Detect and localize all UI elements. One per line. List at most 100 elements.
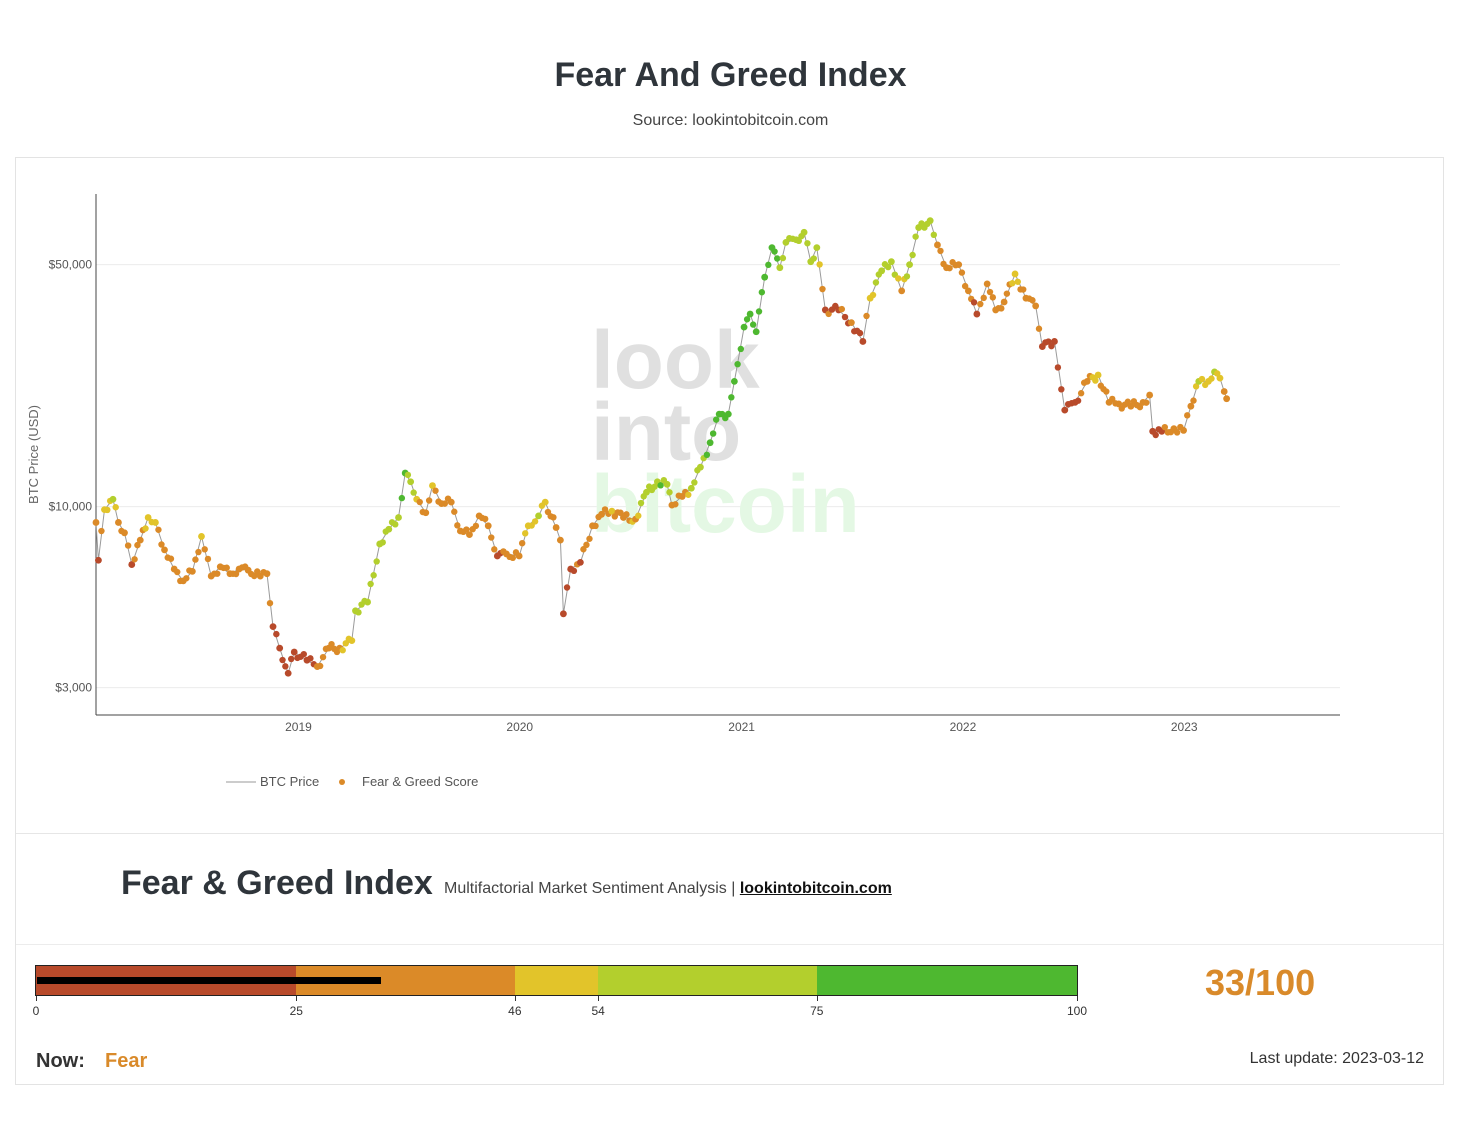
- score-point: [541, 498, 549, 506]
- gauge-band: [816, 966, 1077, 995]
- score-point: [355, 609, 362, 616]
- score-point: [410, 489, 417, 496]
- score-point: [131, 556, 138, 563]
- gauge-tick: [816, 996, 818, 1001]
- score-point: [623, 511, 630, 518]
- score-point: [989, 294, 997, 301]
- score-point: [1161, 423, 1168, 431]
- score-point: [755, 308, 763, 315]
- score-point: [198, 533, 205, 540]
- score-point: [300, 650, 307, 658]
- score-point: [161, 546, 168, 554]
- score-point: [601, 506, 609, 513]
- score-point: [973, 310, 981, 318]
- score-point: [895, 275, 902, 282]
- score-point: [961, 282, 969, 290]
- score-point: [183, 575, 190, 582]
- score-point: [1198, 375, 1206, 383]
- score-point: [955, 261, 963, 269]
- score-point: [1011, 270, 1019, 278]
- last-update: Last update: 2023-03-12: [1249, 1050, 1424, 1067]
- score-point: [279, 656, 286, 664]
- score-point: [697, 463, 704, 471]
- score-point: [432, 487, 439, 494]
- score-point: [155, 526, 162, 533]
- score-point: [737, 345, 745, 353]
- score-point: [1103, 388, 1110, 395]
- score-point: [121, 529, 128, 537]
- score-point: [1009, 280, 1016, 287]
- score-point: [556, 536, 564, 544]
- score-point: [771, 248, 778, 255]
- score-point: [734, 360, 741, 368]
- score-point: [856, 329, 864, 337]
- score-point: [1092, 377, 1099, 384]
- score-point: [509, 554, 516, 562]
- score-point: [576, 558, 584, 566]
- score-point: [136, 536, 144, 544]
- score-point: [1152, 431, 1159, 439]
- score-point: [819, 285, 826, 293]
- score-point: [134, 541, 141, 549]
- score-point: [422, 509, 430, 517]
- fear-greed-chart[interactable]: $50,000 $10,000 $3,000 2019 2020 2021 2022 2023…: [16, 158, 1443, 833]
- score-point: [1000, 298, 1008, 306]
- score-point: [290, 648, 298, 656]
- score-point: [522, 530, 529, 537]
- score-point: [643, 488, 650, 496]
- score-point: [144, 514, 152, 521]
- score-point: [765, 261, 772, 269]
- score-point: [740, 323, 748, 331]
- divider: [16, 833, 1443, 834]
- score-point: [859, 338, 867, 345]
- score-point: [395, 514, 402, 521]
- gauge-needle: [37, 977, 381, 984]
- legend-marker-swatch: [339, 779, 345, 785]
- score-point: [598, 510, 606, 518]
- chart-card: [15, 157, 1444, 1085]
- score-point: [687, 484, 695, 492]
- score-point: [592, 522, 599, 530]
- score-point: [531, 518, 539, 525]
- score-point: [416, 498, 423, 506]
- score-point: [1109, 395, 1116, 403]
- score-point: [986, 288, 994, 296]
- score-point: [1220, 388, 1228, 395]
- score-point: [109, 495, 117, 503]
- gauge-tick-label: 46: [508, 1004, 522, 1018]
- score-point: [878, 267, 886, 275]
- score-point: [192, 556, 199, 563]
- score-point: [663, 480, 671, 488]
- score-point: [398, 494, 406, 502]
- score-point: [1187, 402, 1195, 410]
- score-point: [804, 240, 811, 247]
- score-point: [115, 519, 122, 526]
- page-source: Source: lookintobitcoin.com: [632, 112, 829, 129]
- score-point: [977, 300, 984, 308]
- score-point: [472, 522, 480, 530]
- page-title: Fear And Greed Index: [554, 56, 907, 94]
- score-point: [1223, 395, 1231, 403]
- score-point: [709, 430, 717, 437]
- score-point: [364, 598, 371, 606]
- gauge-band: [514, 966, 599, 995]
- score-point: [142, 525, 149, 532]
- score-point: [288, 655, 295, 663]
- score-point: [637, 499, 645, 507]
- gauge-tick: [36, 996, 37, 1001]
- score-point: [728, 394, 735, 401]
- score-point: [563, 584, 571, 591]
- score-point: [454, 522, 461, 529]
- score-point: [703, 451, 711, 459]
- source-link[interactable]: lookintobitcoin.com: [739, 880, 892, 897]
- score-point: [813, 244, 821, 252]
- score-point: [466, 531, 473, 539]
- gauge-tick: [1077, 996, 1078, 1001]
- score-point: [685, 491, 692, 498]
- score-point: [251, 572, 258, 580]
- score-point: [884, 263, 892, 271]
- score-point: [342, 640, 349, 647]
- score-point: [887, 258, 895, 266]
- score-point: [666, 489, 673, 496]
- score-point: [872, 279, 880, 286]
